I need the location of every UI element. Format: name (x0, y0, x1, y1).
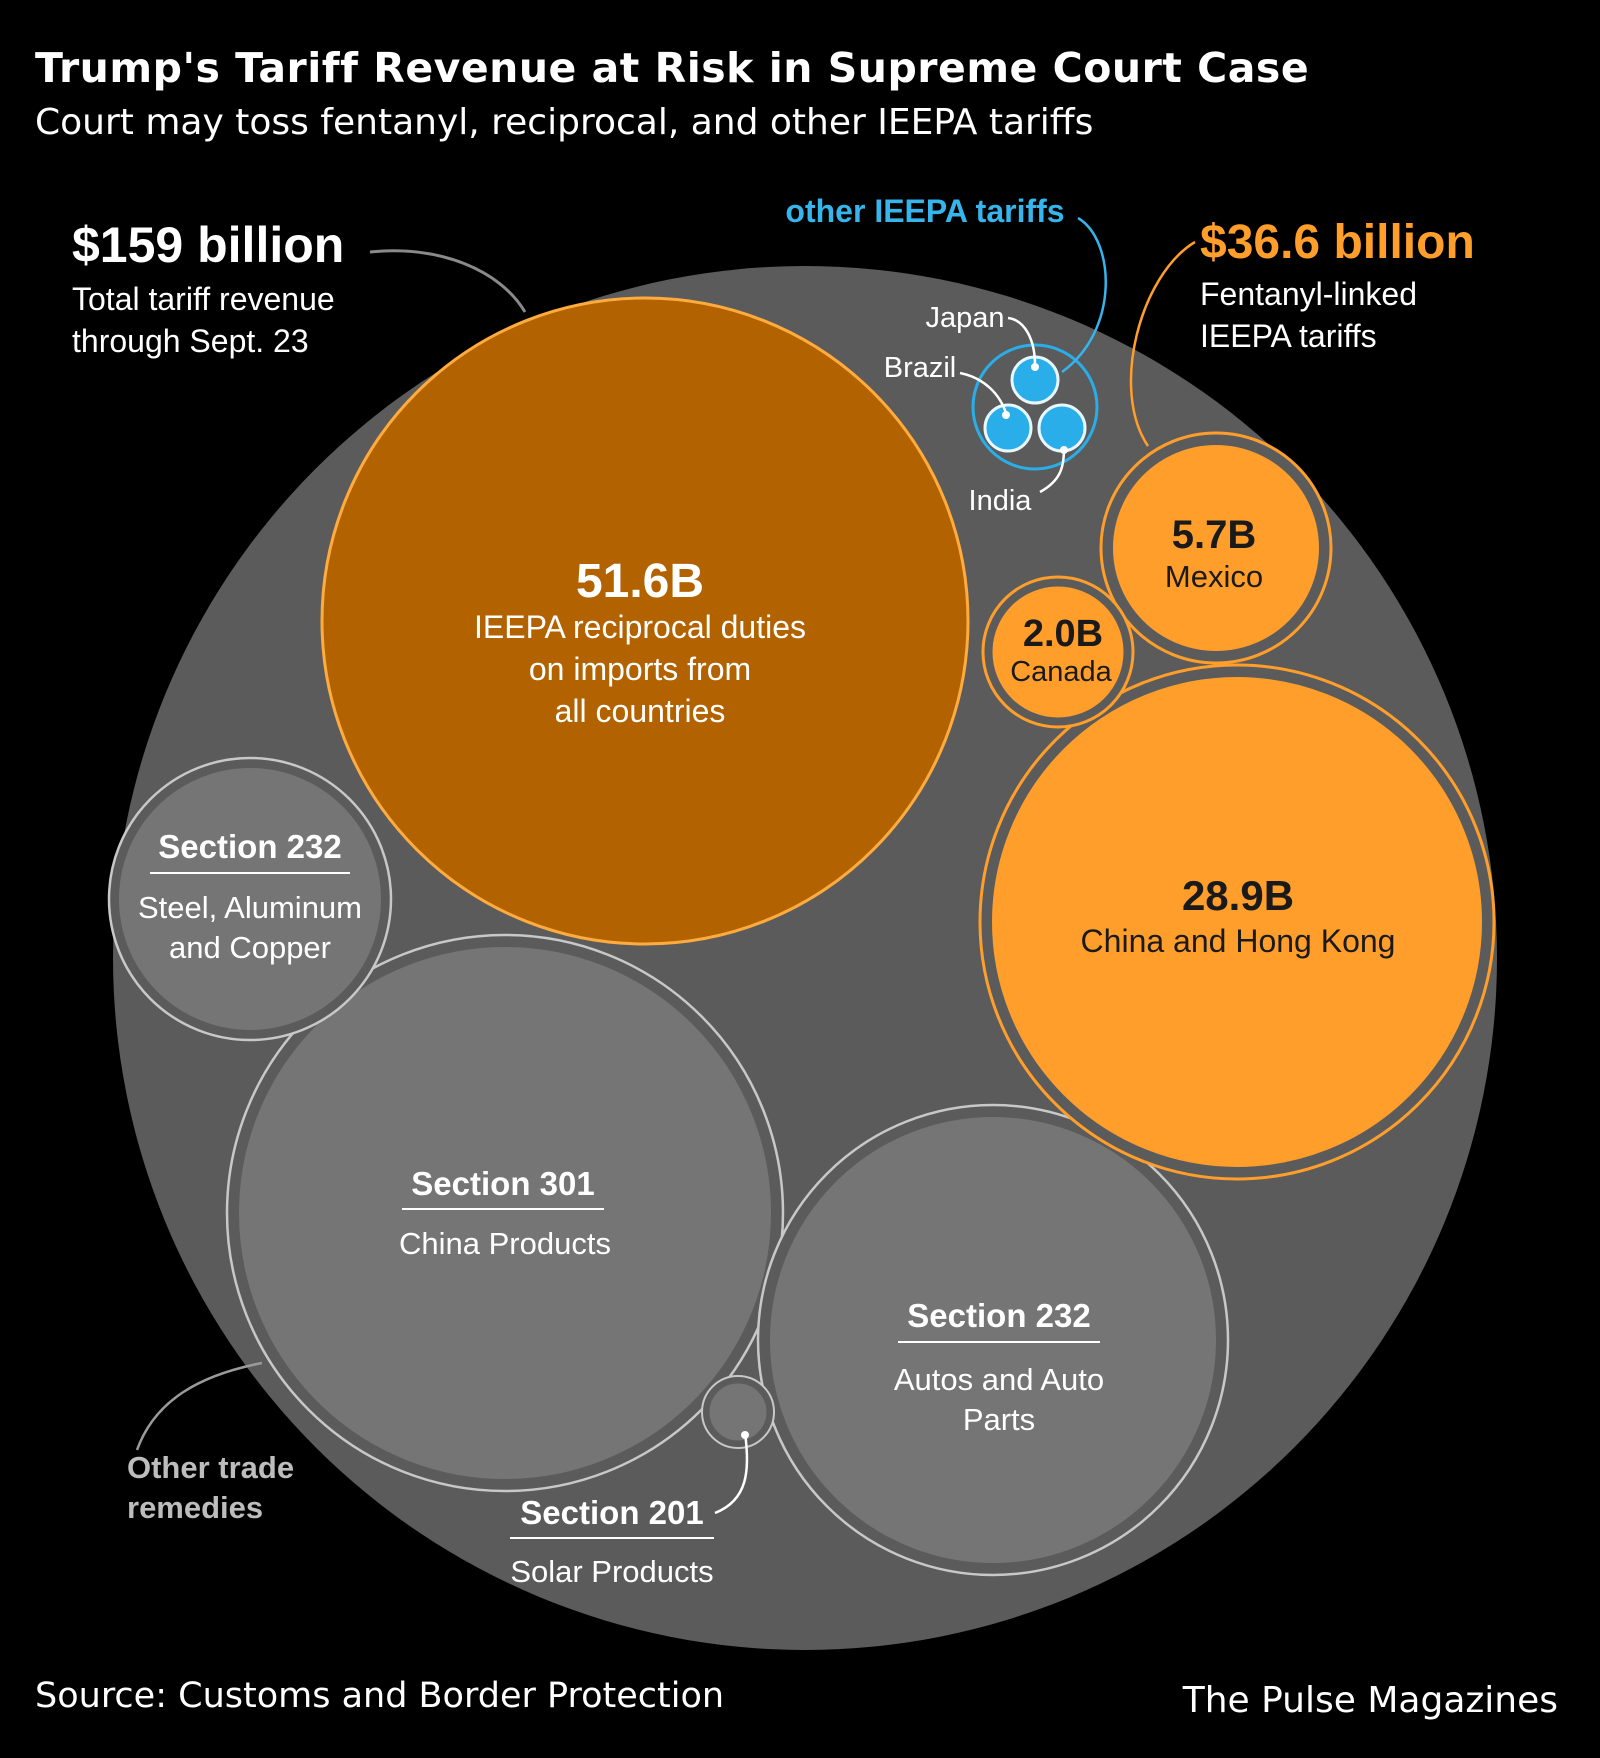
bubble-section-201 (706, 1380, 770, 1444)
other-remedies-line-2: remedies (127, 1490, 263, 1525)
s301-line-1: China Products (399, 1226, 611, 1261)
reciprocal-label-line-2: on imports from (529, 651, 751, 687)
total-note-line-1: Total tariff revenue (72, 281, 335, 317)
leader-dot-india (1060, 446, 1068, 454)
total-note-line-2: through Sept. 23 (72, 323, 309, 359)
bubble-india (1037, 403, 1087, 453)
other-remedies-line-1: Other trade (127, 1450, 294, 1485)
leader-dot-section-201 (741, 1431, 749, 1439)
mexico-label: Mexico (1165, 559, 1263, 594)
chart-subtitle: Court may toss fentanyl, reciprocal, and… (35, 102, 1094, 143)
s232-steel-line-1: Steel, Aluminum (138, 890, 362, 925)
label-japan: Japan (925, 302, 1004, 334)
s201-line-1: Solar Products (510, 1554, 713, 1589)
leader-fentanyl (1129, 240, 1196, 447)
reciprocal-label-line-1: IEEPA reciprocal duties (474, 609, 806, 645)
bubble-china-hong-kong (988, 673, 1486, 1171)
leader-section-201 (714, 1432, 749, 1515)
mexico-value-label: 5.7B (1172, 513, 1257, 557)
publisher-credit: The Pulse Magazines (1182, 1680, 1558, 1721)
s232-autos-line-1: Autos and Auto (894, 1362, 1104, 1397)
reciprocal-label-line-3: all countries (555, 693, 726, 729)
leader-other-ieepa (1061, 216, 1107, 374)
china-label: China and Hong Kong (1081, 923, 1396, 959)
canada-label: Canada (1010, 656, 1112, 688)
bubble-canada (989, 583, 1127, 721)
fentanyl-value-label: $36.6 billion (1200, 216, 1475, 269)
bubble-section-301 (235, 943, 775, 1483)
total-value-label: $159 billion (72, 217, 344, 273)
bubble-reciprocal (320, 296, 970, 946)
s232-autos-heading: Section 232 (907, 1297, 1090, 1334)
source-note: Source: Customs and Border Protection (35, 1676, 725, 1716)
s201-heading: Section 201 (520, 1494, 703, 1531)
label-brazil: Brazil (884, 352, 957, 384)
label-india: India (969, 485, 1033, 517)
other-ieepa-label: other IEEPA tariffs (785, 193, 1064, 229)
leader-other-remedies (135, 1361, 263, 1451)
fentanyl-note-line-1: Fentanyl-linked (1200, 276, 1417, 312)
canada-value-label: 2.0B (1023, 613, 1103, 655)
leader-dot-japan (1031, 363, 1039, 371)
leader-total (369, 249, 527, 313)
s232-steel-line-2: and Copper (169, 930, 331, 965)
s232-autos-line-2: Parts (963, 1402, 1035, 1437)
bubble-mexico (1109, 441, 1323, 655)
leader-japan (1007, 316, 1037, 366)
leader-dot-brazil (1002, 411, 1010, 419)
fentanyl-note-line-2: IEEPA tariffs (1200, 318, 1377, 354)
bubble-brazil (983, 403, 1033, 453)
s232-steel-heading: Section 232 (158, 828, 341, 865)
reciprocal-value-label: 51.6B (576, 555, 704, 608)
bubble-other-ieepa-group (971, 343, 1099, 471)
s301-heading: Section 301 (411, 1165, 594, 1202)
leader-brazil (959, 371, 1008, 414)
chart-title: Trump's Tariff Revenue at Risk in Suprem… (35, 44, 1310, 92)
bubble-section-232-autos (766, 1113, 1220, 1567)
bubble-section-232-steel (115, 764, 385, 1034)
china-value-label: 28.9B (1182, 872, 1294, 919)
